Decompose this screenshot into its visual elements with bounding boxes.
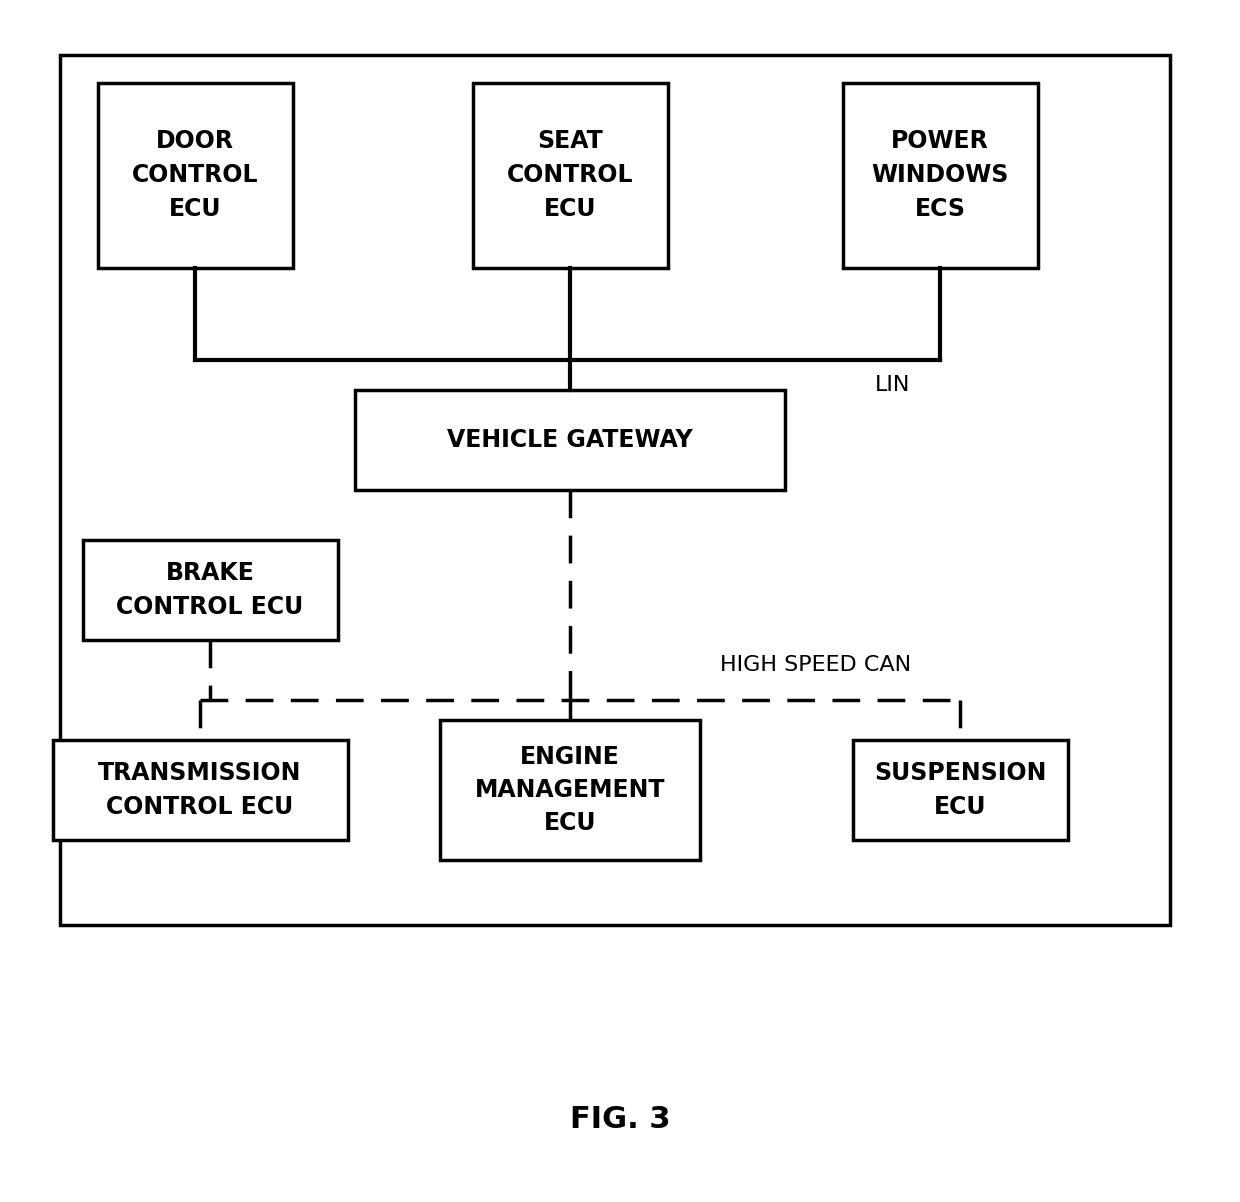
Text: DOOR
CONTROL
ECU: DOOR CONTROL ECU: [131, 130, 258, 220]
Text: FIG. 3: FIG. 3: [569, 1106, 671, 1135]
Bar: [52, 740, 347, 840]
Text: ENGINE
MANAGEMENT
ECU: ENGINE MANAGEMENT ECU: [475, 744, 665, 835]
Text: VEHICLE GATEWAY: VEHICLE GATEWAY: [448, 428, 693, 452]
Bar: [842, 83, 1038, 268]
Bar: [853, 740, 1068, 840]
Bar: [355, 389, 785, 490]
Bar: [60, 55, 1171, 926]
Bar: [83, 540, 337, 639]
Bar: [440, 720, 701, 859]
Text: TRANSMISSION
CONTROL ECU: TRANSMISSION CONTROL ECU: [98, 761, 301, 819]
Text: BRAKE
CONTROL ECU: BRAKE CONTROL ECU: [117, 561, 304, 619]
Text: SEAT
CONTROL
ECU: SEAT CONTROL ECU: [507, 130, 634, 220]
Text: LIN: LIN: [875, 375, 910, 395]
Bar: [98, 83, 293, 268]
Text: POWER
WINDOWS
ECS: POWER WINDOWS ECS: [872, 130, 1008, 220]
Bar: [472, 83, 667, 268]
Text: HIGH SPEED CAN: HIGH SPEED CAN: [720, 655, 911, 676]
Text: SUSPENSION
ECU: SUSPENSION ECU: [874, 761, 1047, 819]
